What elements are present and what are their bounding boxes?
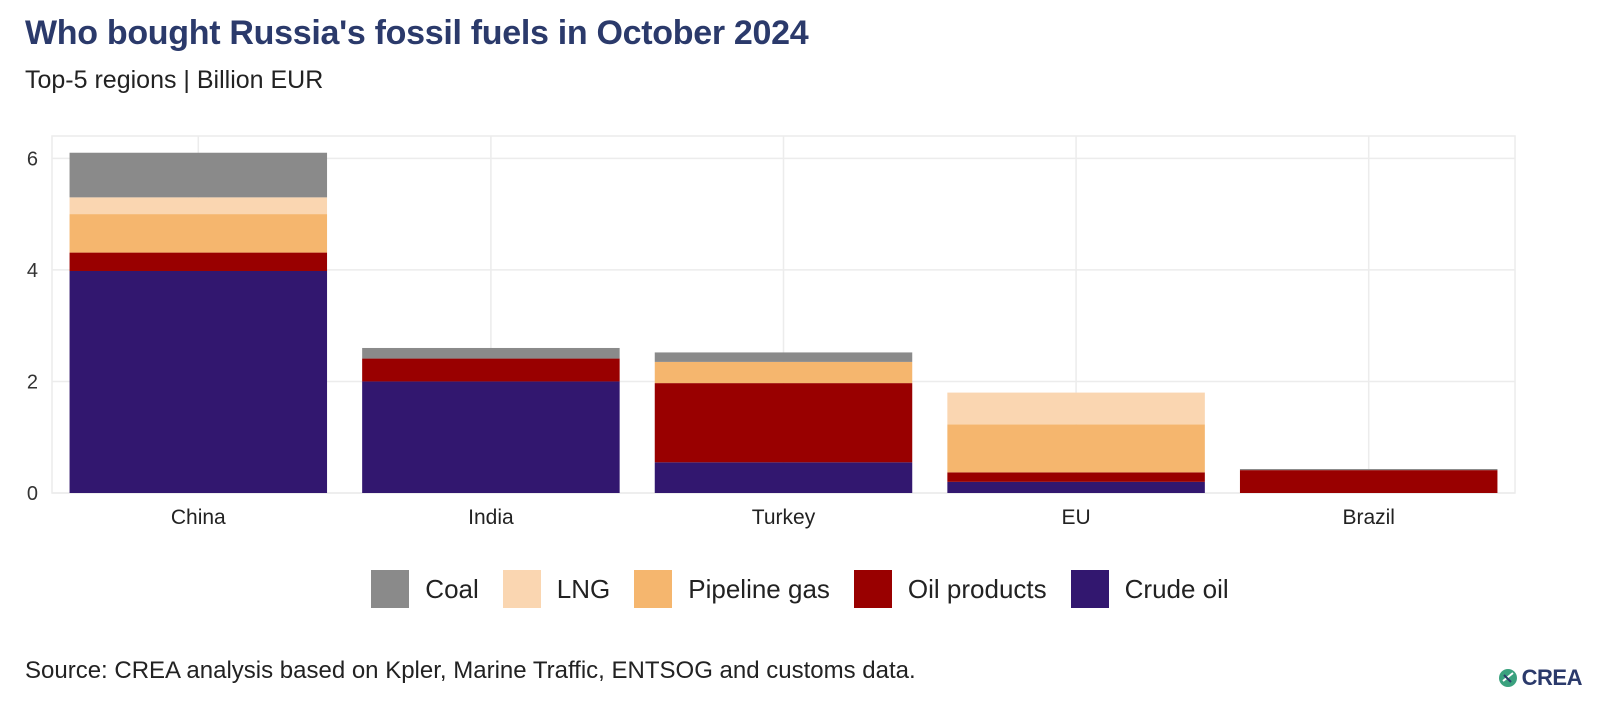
y-tick-label: 6 (27, 148, 38, 170)
bar-china-pipeline-gas (69, 214, 328, 253)
chart-subtitle: Top-5 regions | Billion EUR (25, 66, 324, 94)
bar-china-oil-products (69, 252, 328, 271)
bar-brazil-oil-products (1239, 470, 1498, 493)
crea-leaf-icon (1498, 669, 1517, 687)
bar-eu-pipeline-gas (947, 424, 1205, 473)
legend-label-pipeline-gas: Pipeline gas (688, 573, 830, 604)
bar-india-oil-products (362, 358, 620, 382)
legend-label-lng: LNG (556, 573, 611, 604)
legend-item-oil-products: Oil products (853, 570, 1047, 608)
bar-eu-crude-oil (947, 481, 1205, 493)
bar-brazil-coal (1239, 469, 1498, 471)
bar-india-crude-oil (362, 381, 620, 493)
crea-logo-text: CREA (1521, 665, 1583, 690)
legend-label-coal: Coal (425, 573, 479, 604)
bar-china-lng (69, 197, 328, 215)
legend-item-lng: LNG (502, 570, 611, 608)
chart-legend: Coal LNG Pipeline gas Oil products Crude oil (0, 570, 1600, 608)
legend-swatch-crude-oil (1070, 570, 1109, 608)
legend-item-coal: Coal (371, 570, 479, 608)
y-tick-label: 2 (27, 371, 38, 393)
y-tick-label: 0 (27, 483, 38, 505)
bar-turkey-pipeline-gas (654, 361, 913, 384)
legend-item-pipeline-gas: Pipeline gas (634, 570, 830, 608)
bar-eu-lng (947, 392, 1205, 425)
x-tick-label: Turkey (752, 506, 816, 529)
x-tick-label: India (468, 506, 514, 529)
bar-turkey-crude-oil (654, 462, 913, 493)
legend-swatch-oil-products (853, 570, 892, 608)
bar-china-crude-oil (69, 270, 328, 493)
bar-china-coal (69, 152, 328, 198)
bar-turkey-oil-products (654, 383, 913, 463)
bar-turkey-coal (654, 352, 913, 362)
bar-eu-oil-products (947, 472, 1205, 482)
legend-swatch-pipeline-gas (634, 570, 673, 608)
bar-india-coal (362, 347, 620, 359)
crea-logo: CREA (1498, 665, 1583, 691)
legend-label-crude-oil: Crude oil (1124, 573, 1229, 604)
y-tick-label: 4 (27, 260, 38, 282)
chart-title: Who bought Russia's fossil fuels in Octo… (25, 14, 809, 52)
x-tick-label: China (171, 506, 226, 529)
legend-swatch-lng (502, 570, 541, 608)
legend-swatch-coal (371, 570, 410, 608)
source-note: Source: CREA analysis based on Kpler, Ma… (25, 657, 916, 684)
x-tick-label: EU (1062, 506, 1091, 529)
x-tick-label: Brazil (1342, 506, 1395, 529)
legend-item-crude-oil: Crude oil (1070, 570, 1229, 608)
legend-label-oil-products: Oil products (907, 573, 1047, 604)
